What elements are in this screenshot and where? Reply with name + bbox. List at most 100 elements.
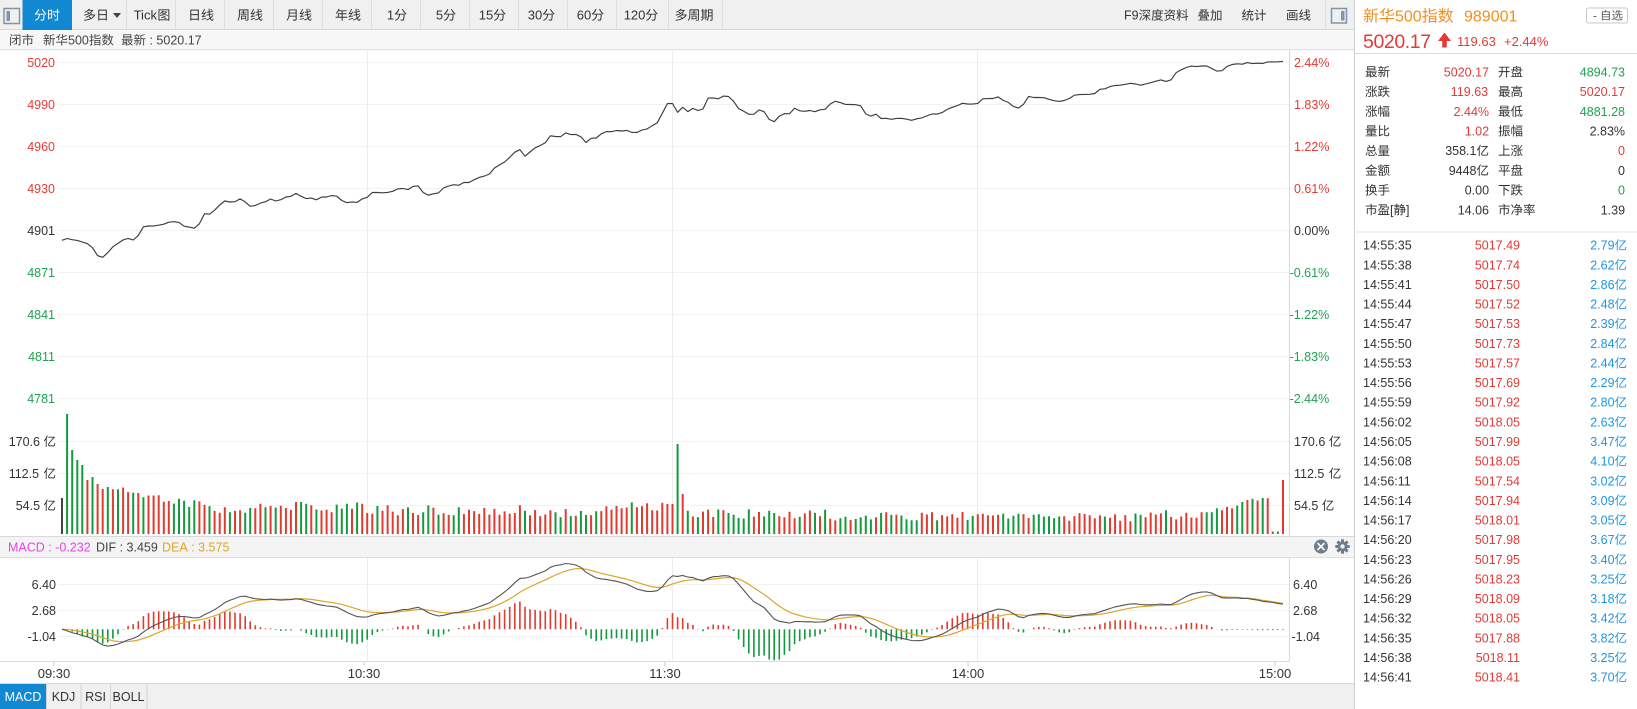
svg-text:5017.49: 5017.49 xyxy=(1475,239,1520,253)
svg-text:14:56:29: 14:56:29 xyxy=(1363,592,1412,606)
svg-text:112.5: 112.5 xyxy=(9,467,43,481)
svg-text:Tick: Tick xyxy=(134,8,158,23)
svg-text:10:30: 10:30 xyxy=(348,666,381,681)
svg-text:5017.73: 5017.73 xyxy=(1475,337,1520,351)
svg-text:9448: 9448 xyxy=(1449,164,1477,178)
svg-text:-1.83%: -1.83% xyxy=(1290,350,1330,364)
svg-text:4881.28: 4881.28 xyxy=(1580,105,1625,119)
svg-text:3.67: 3.67 xyxy=(1590,533,1614,547)
svg-text:5018.05: 5018.05 xyxy=(1475,612,1520,626)
svg-text:4871: 4871 xyxy=(27,266,55,280)
svg-text:3.18: 3.18 xyxy=(1590,592,1614,606)
svg-text:14:56:14: 14:56:14 xyxy=(1363,494,1412,508)
svg-text:-1.22%: -1.22% xyxy=(1290,308,1330,322)
svg-text:-0.61%: -0.61% xyxy=(1290,266,1330,280)
svg-text:2.68: 2.68 xyxy=(32,604,56,618)
svg-text:4811: 4811 xyxy=(28,350,55,364)
svg-text:2.83%: 2.83% xyxy=(1590,125,1625,139)
svg-text:14:56:02: 14:56:02 xyxy=(1363,415,1412,429)
svg-text:2.44: 2.44 xyxy=(1590,357,1614,371)
svg-text:2.86: 2.86 xyxy=(1590,278,1614,292)
svg-text:54.5: 54.5 xyxy=(1294,499,1322,513)
svg-text:14:56:26: 14:56:26 xyxy=(1363,572,1412,586)
svg-text:14:55:53: 14:55:53 xyxy=(1363,357,1412,371)
svg-text:5018.09: 5018.09 xyxy=(1475,592,1520,606)
svg-text:54.5: 54.5 xyxy=(16,499,44,513)
svg-text:5018.41: 5018.41 xyxy=(1475,671,1520,685)
svg-text:5020.17: 5020.17 xyxy=(1444,65,1489,79)
svg-text:14:55:41: 14:55:41 xyxy=(1363,278,1412,292)
svg-text:RSI: RSI xyxy=(85,690,106,704)
svg-text:14:56:32: 14:56:32 xyxy=(1363,612,1412,626)
svg-text:KDJ: KDJ xyxy=(52,690,76,704)
svg-text:15: 15 xyxy=(479,8,493,23)
svg-text:5017.94: 5017.94 xyxy=(1475,494,1520,508)
svg-text:4894.73: 4894.73 xyxy=(1580,65,1625,79)
svg-text:5018.23: 5018.23 xyxy=(1475,572,1520,586)
svg-text:2.39: 2.39 xyxy=(1590,317,1614,331)
svg-text:358.1: 358.1 xyxy=(1445,144,1476,158)
svg-text:-: - xyxy=(1593,11,1600,23)
svg-text:[: [ xyxy=(1390,203,1394,217)
svg-text:500: 500 xyxy=(68,34,89,48)
svg-text:14:56:38: 14:56:38 xyxy=(1363,651,1412,665)
svg-text:5020.17: 5020.17 xyxy=(1580,85,1625,99)
svg-text:4.10: 4.10 xyxy=(1590,455,1614,469)
svg-text:170.6: 170.6 xyxy=(9,435,44,449)
svg-text:3.25: 3.25 xyxy=(1590,651,1614,665)
svg-text:14:56:05: 14:56:05 xyxy=(1363,435,1412,449)
svg-text:09:30: 09:30 xyxy=(38,666,71,681)
svg-text:3.40: 3.40 xyxy=(1590,553,1614,567)
svg-text:6.40: 6.40 xyxy=(1293,578,1317,592)
svg-text:1: 1 xyxy=(387,8,394,23)
svg-text:14:56:35: 14:56:35 xyxy=(1363,631,1412,645)
svg-text:120: 120 xyxy=(624,8,646,23)
svg-text:0: 0 xyxy=(1618,184,1625,198)
svg-text:5017.54: 5017.54 xyxy=(1475,474,1520,488)
svg-text:2.80: 2.80 xyxy=(1590,396,1614,410)
svg-text:14:55:59: 14:55:59 xyxy=(1363,396,1412,410)
svg-text:2.68: 2.68 xyxy=(1293,604,1317,618)
svg-text:5017.52: 5017.52 xyxy=(1475,298,1520,312)
svg-text:14:55:50: 14:55:50 xyxy=(1363,337,1412,351)
svg-text:1.02: 1.02 xyxy=(1465,125,1489,139)
svg-text:3.47: 3.47 xyxy=(1590,435,1614,449)
svg-text:MACD: MACD xyxy=(5,690,42,704)
svg-text:500: 500 xyxy=(1395,9,1422,26)
svg-text:5017.50: 5017.50 xyxy=(1475,278,1520,292)
svg-text:6.40: 6.40 xyxy=(32,578,56,592)
svg-text:3.70: 3.70 xyxy=(1590,671,1614,685)
svg-text:14:55:44: 14:55:44 xyxy=(1363,298,1412,312)
svg-text:5018.01: 5018.01 xyxy=(1475,514,1520,528)
svg-text:2.44%: 2.44% xyxy=(1454,105,1489,119)
svg-text:119.63: 119.63 xyxy=(1451,85,1488,99)
svg-text:14:55:56: 14:55:56 xyxy=(1363,376,1412,390)
svg-text:3.09: 3.09 xyxy=(1590,494,1614,508)
svg-text:5018.11: 5018.11 xyxy=(1476,651,1520,665)
svg-text:1.22%: 1.22% xyxy=(1294,140,1329,154)
svg-text:14:56:17: 14:56:17 xyxy=(1363,514,1412,528)
svg-text:5017.99: 5017.99 xyxy=(1475,435,1520,449)
svg-text:14:56:11: 14:56:11 xyxy=(1363,474,1411,488)
svg-text:: 5020.17: : 5020.17 xyxy=(146,34,202,48)
svg-text:DIF : 3.459: DIF : 3.459 xyxy=(96,541,158,555)
svg-text:14:55:47: 14:55:47 xyxy=(1363,317,1412,331)
svg-text:0.61%: 0.61% xyxy=(1294,182,1329,196)
svg-text:2.84: 2.84 xyxy=(1590,337,1614,351)
svg-text:4841: 4841 xyxy=(27,308,55,322)
svg-text:]: ] xyxy=(1406,203,1409,217)
svg-text:170.6: 170.6 xyxy=(1294,435,1329,449)
svg-text:5018.05: 5018.05 xyxy=(1475,415,1520,429)
svg-text:14:55:38: 14:55:38 xyxy=(1363,258,1412,272)
svg-text:14.06: 14.06 xyxy=(1458,203,1489,217)
svg-text:2.62: 2.62 xyxy=(1590,258,1614,272)
svg-text:5020: 5020 xyxy=(27,56,55,70)
svg-text:5017.74: 5017.74 xyxy=(1475,258,1520,272)
svg-text:3.42: 3.42 xyxy=(1590,612,1614,626)
svg-text:2.29: 2.29 xyxy=(1590,376,1614,390)
svg-text:3.82: 3.82 xyxy=(1590,631,1614,645)
svg-text:5020.17: 5020.17 xyxy=(1363,31,1431,53)
svg-text:MACD : -0.232: MACD : -0.232 xyxy=(8,541,91,555)
svg-text:-2.44%: -2.44% xyxy=(1290,392,1330,406)
svg-text:DEA : 3.575: DEA : 3.575 xyxy=(162,541,229,555)
